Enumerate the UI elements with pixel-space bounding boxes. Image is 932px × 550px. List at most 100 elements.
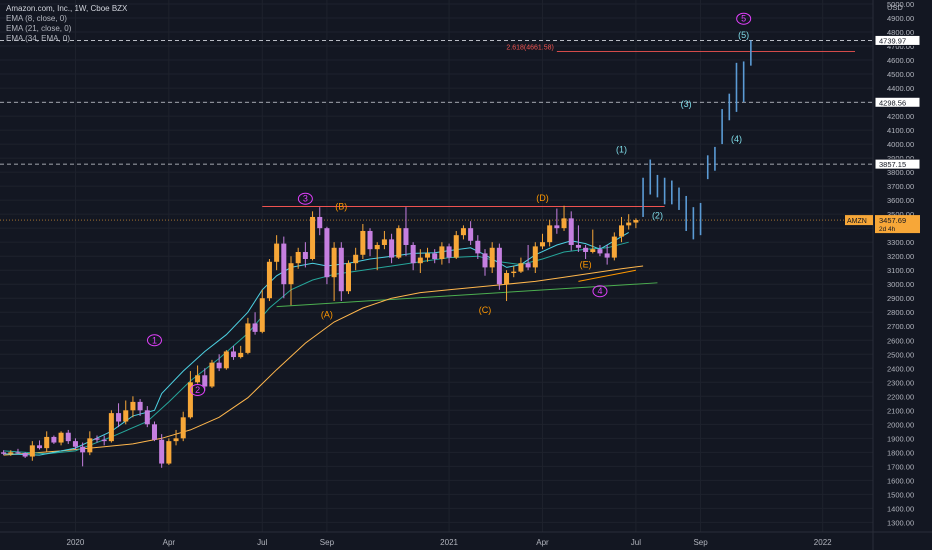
candle-body <box>259 298 265 332</box>
candle-body <box>187 382 193 418</box>
candle-body <box>496 247 502 285</box>
price-tag-countdown: 2d 4h <box>879 226 896 233</box>
wave-label: (C) <box>479 305 492 315</box>
wave-label: 2 <box>195 385 200 395</box>
candle-body <box>44 436 50 449</box>
candle-body <box>360 230 366 255</box>
wave-label: (B) <box>335 201 347 211</box>
candle-body <box>547 225 553 243</box>
y-tick-label: 4500.00 <box>887 70 914 79</box>
wave-label: (3) <box>681 99 692 109</box>
candle-body <box>65 432 71 442</box>
candle-body <box>151 424 157 440</box>
y-tick-label: 1800.00 <box>887 448 914 457</box>
candle-body <box>123 410 129 422</box>
candle-body <box>195 375 201 383</box>
candle-body <box>604 253 610 258</box>
candle-body <box>72 441 78 447</box>
y-tick-label: 3900.00 <box>887 154 914 163</box>
candle-body <box>611 236 617 258</box>
wave-label: (4) <box>731 134 742 144</box>
candle-body <box>238 352 244 358</box>
candle-body <box>252 323 258 332</box>
y-tick-label: 4800.00 <box>887 28 914 37</box>
indicator-ema-34[interactable]: EMA (34, EMA, 0) <box>6 34 71 43</box>
y-tick-label: 3700.00 <box>887 182 914 191</box>
candle-body <box>302 251 308 259</box>
candle-body <box>367 230 373 250</box>
candle-body <box>288 263 294 285</box>
y-tick-label: 4100.00 <box>887 126 914 135</box>
x-tick-label: 2021 <box>440 538 458 547</box>
indicator-ema-8[interactable]: EMA (8, close, 0) <box>6 14 67 23</box>
candle-body <box>159 439 165 464</box>
y-tick-label: 2700.00 <box>887 322 914 331</box>
x-tick-label: Apr <box>163 538 176 547</box>
level-tag <box>874 158 921 170</box>
candle-body <box>108 413 114 442</box>
candle-body <box>626 222 632 226</box>
price-tag <box>875 215 920 234</box>
ema-21-line <box>3 241 629 455</box>
candle-body <box>353 254 359 264</box>
candle-body <box>554 225 560 229</box>
candle-body <box>130 401 136 411</box>
y-tick-label: 2800.00 <box>887 308 914 317</box>
y-tick-label: 4600.00 <box>887 56 914 65</box>
candle-body <box>29 445 35 457</box>
candle-body <box>439 246 445 259</box>
x-tick-label: 2022 <box>814 538 832 547</box>
candle-body <box>425 253 431 258</box>
candle-body <box>37 445 43 449</box>
candle-body <box>583 247 589 252</box>
candle-body <box>489 247 495 268</box>
currency-label: USD <box>887 3 903 12</box>
y-tick-label: 1900.00 <box>887 434 914 443</box>
candle-body <box>504 273 510 285</box>
candle-body <box>345 263 351 292</box>
y-tick-label: 2500.00 <box>887 350 914 359</box>
y-tick-label: 1600.00 <box>887 476 914 485</box>
y-tick-label: 2400.00 <box>887 364 914 373</box>
candle-body <box>539 242 545 247</box>
candle-body <box>446 246 452 258</box>
y-tick-label: 4900.00 <box>887 14 914 23</box>
candle-body <box>468 228 474 241</box>
candle-body <box>317 216 323 229</box>
y-tick-label: 3100.00 <box>887 266 914 275</box>
chart-title: Amazon.com, Inc., 1W, Cboe BZX <box>6 4 128 13</box>
y-tick-label: 1700.00 <box>887 462 914 471</box>
wave-label: (2) <box>652 211 663 221</box>
candle-body <box>389 239 395 258</box>
candle-body <box>51 436 57 443</box>
y-tick-label: 4400.00 <box>887 84 914 93</box>
indicator-ema-21[interactable]: EMA (21, close, 0) <box>6 24 72 33</box>
level-tag-text: 4298.56 <box>879 98 906 107</box>
wave-label: (D) <box>536 193 549 203</box>
wave-label: 1 <box>152 335 157 345</box>
candle-body <box>274 243 280 262</box>
candle-body <box>15 452 21 454</box>
candle-body <box>417 257 423 264</box>
x-tick-label: Jul <box>257 538 267 547</box>
candle-body <box>568 218 574 245</box>
candle-body <box>324 228 330 278</box>
level-tag-text: 4739.97 <box>879 36 906 45</box>
candle-body <box>202 375 208 387</box>
candle-body <box>245 323 251 353</box>
candle-body <box>331 247 337 278</box>
candle-body <box>209 362 215 387</box>
candle-body <box>166 441 172 464</box>
wave-label: (E) <box>580 260 592 270</box>
candle-body <box>216 362 222 369</box>
fib-level-label: 2.618(4661.58) <box>506 44 553 51</box>
candle-body <box>482 253 488 268</box>
ticker-tag <box>845 215 873 226</box>
y-tick-label: 2600.00 <box>887 336 914 345</box>
candle-body <box>94 438 100 440</box>
candle-body <box>511 271 517 274</box>
wave-circle <box>736 12 752 25</box>
ema-34-line <box>3 265 644 456</box>
